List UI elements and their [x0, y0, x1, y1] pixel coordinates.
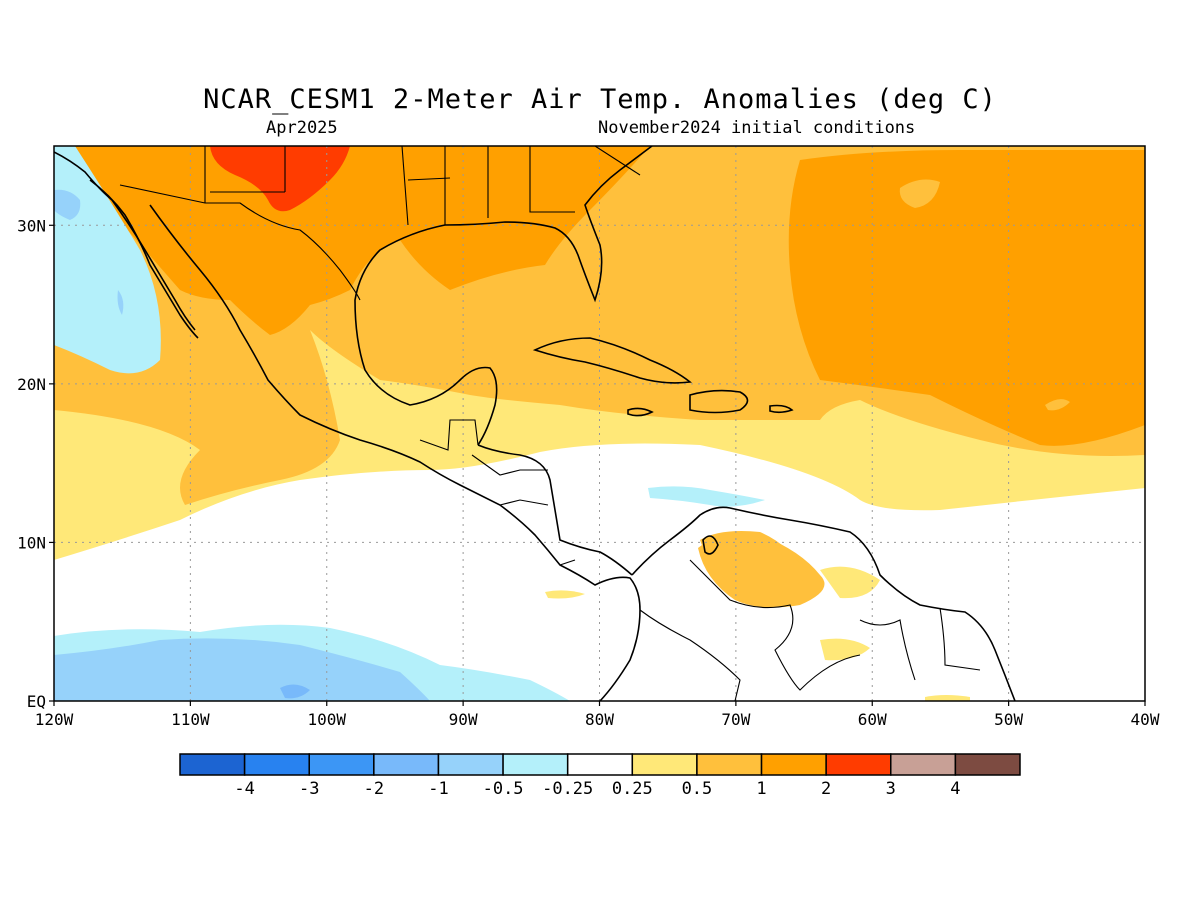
lat-lon-grid [54, 146, 1145, 701]
lon-tick-label: 80W [585, 710, 614, 729]
legend-label: 0.25 [612, 779, 653, 799]
axis-labels: 120W 110W 100W 90W 80W 70W 60W 50W 40W EQ 10N 20N 30… [17, 216, 1160, 729]
legend-swatch [825, 753, 892, 776]
initial-conditions-label: November2024 initial conditions [598, 118, 916, 138]
legend-label: -0.25 [542, 779, 593, 799]
legend-swatch [179, 753, 246, 776]
legend-swatch [566, 753, 634, 776]
legend-label: 1 [756, 779, 766, 799]
legend-label: 0.5 [682, 779, 713, 799]
lon-tick-label: 100W [307, 710, 346, 729]
legend-swatch [502, 753, 569, 776]
lat-tick-label: 30N [17, 216, 46, 235]
border-layer [119, 146, 981, 701]
lon-tick-label: 110W [171, 710, 210, 729]
legend-label: -1 [428, 779, 448, 799]
legend-label: -0.5 [483, 779, 524, 799]
color-legend: -4 -3 -2 -1 -0.5 -0.25 0.25 0.5 1 2 3 4 [179, 753, 1021, 799]
legend-label: 3 [886, 779, 896, 799]
lon-tick-label: 90W [449, 710, 478, 729]
legend-swatch [760, 753, 827, 776]
anomaly-fill-layer [54, 146, 1145, 701]
legend-swatch [696, 753, 763, 776]
lon-tick-label: 40W [1131, 710, 1160, 729]
legend-swatch [308, 753, 375, 776]
legend-label: -3 [299, 779, 319, 799]
forecast-month-label: Apr2025 [266, 118, 338, 138]
coastline-layer [54, 146, 1016, 701]
lon-tick-label: 70W [721, 710, 750, 729]
lon-tick-label: 60W [858, 710, 887, 729]
lat-tick-label: EQ [27, 692, 46, 711]
legend-label: 4 [950, 779, 960, 799]
lon-tick-label: 50W [994, 710, 1023, 729]
lon-tick-label: 120W [35, 710, 74, 729]
legend-swatch [243, 753, 310, 776]
legend-label: -2 [364, 779, 384, 799]
map-title: NCAR_CESM1 2-Meter Air Temp. Anomalies (… [203, 84, 997, 115]
legend-label: 2 [821, 779, 831, 799]
legend-swatch [437, 753, 504, 776]
lat-tick-label: 20N [17, 375, 46, 394]
legend-swatch [373, 753, 440, 776]
lat-tick-label: 10N [17, 533, 46, 552]
legend-swatch [890, 753, 957, 776]
legend-swatch [631, 753, 698, 776]
legend-label: -4 [234, 779, 254, 799]
legend-swatch [954, 753, 1021, 776]
